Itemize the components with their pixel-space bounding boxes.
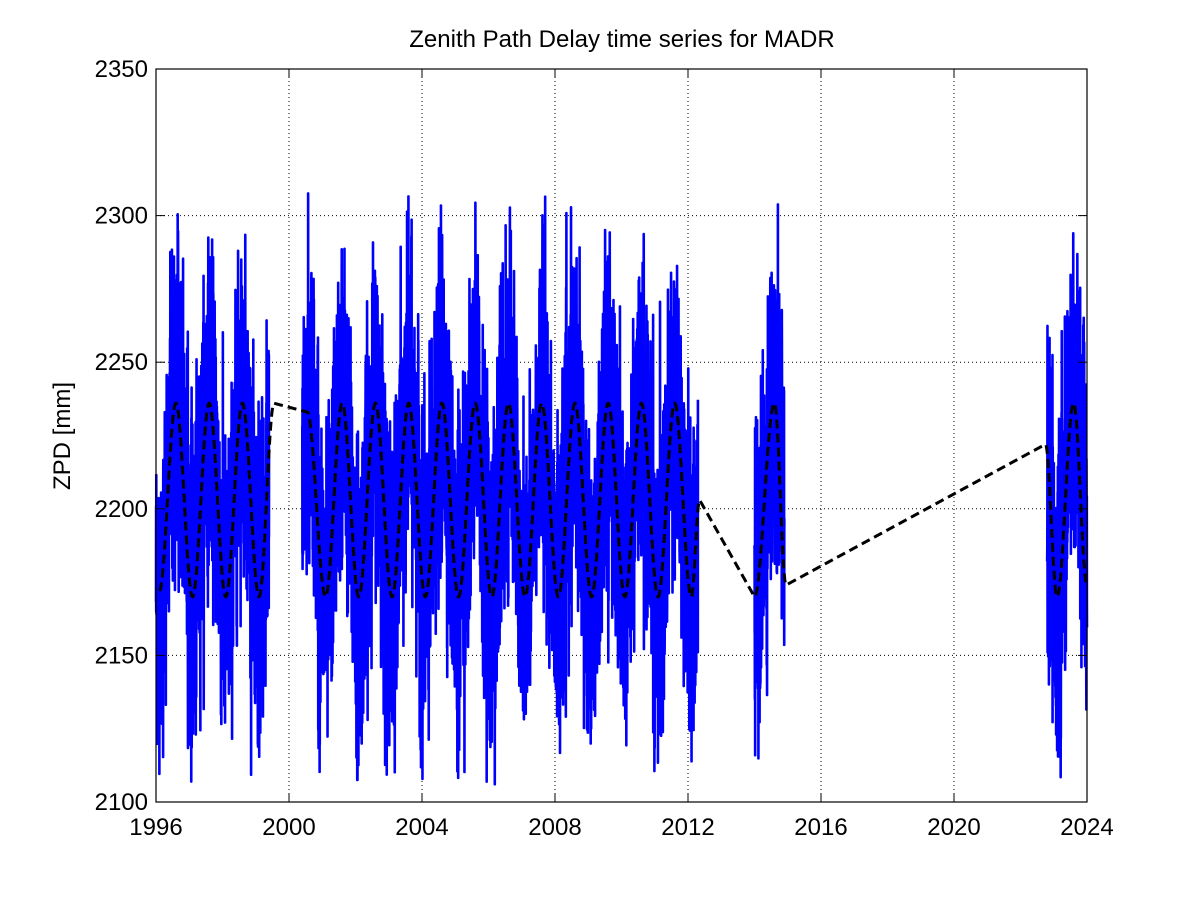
y-axis-label: ZPD [mm] <box>49 382 76 490</box>
chart-title: Zenith Path Delay time series for MADR <box>409 26 834 53</box>
ticks: 1996 2000 2004 2008 2012 2016 2020 2024 2100 2150… <box>95 56 1114 841</box>
y-tick-label: 2200 <box>95 496 148 523</box>
y-tick-label: 2250 <box>95 349 148 376</box>
x-tick-label: 2008 <box>528 814 581 841</box>
plot-area <box>154 192 1089 786</box>
zpd-series-segment <box>301 192 700 786</box>
x-tick-label: 2020 <box>927 814 980 841</box>
y-tick-label: 2150 <box>95 642 148 669</box>
x-tick-label: 2024 <box>1060 814 1113 841</box>
axes-box <box>155 68 1088 803</box>
y-tick-label: 2350 <box>95 56 148 83</box>
y-tick-label: 2100 <box>95 789 148 816</box>
zpd-series-segment <box>154 212 271 783</box>
seasonal-model-line <box>158 401 1089 599</box>
y-tick-label: 2300 <box>95 203 148 230</box>
x-tick-label: 2012 <box>661 814 714 841</box>
x-tick-label: 2004 <box>395 814 448 841</box>
x-tick-label: 2016 <box>794 814 847 841</box>
x-tick-label: 1996 <box>129 814 182 841</box>
x-tick-label: 2000 <box>262 814 315 841</box>
